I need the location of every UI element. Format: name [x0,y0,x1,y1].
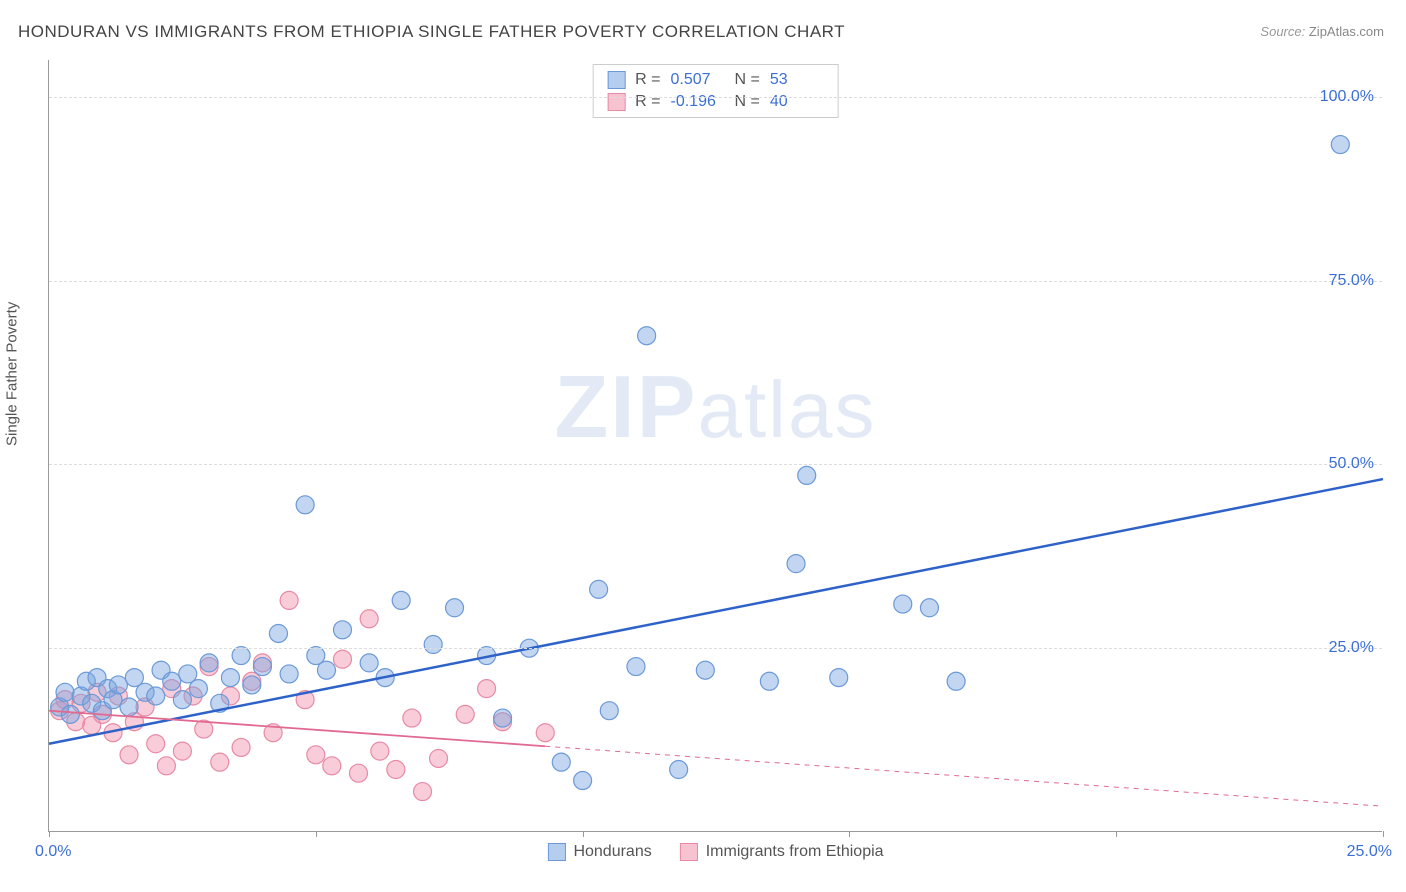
data-point [574,772,592,790]
data-point [56,683,74,701]
data-point [403,709,421,727]
data-point [552,753,570,771]
y-tick-label: 75.0% [1329,272,1374,290]
data-point [307,746,325,764]
x-tick-first: 0.0% [35,843,71,861]
data-point [61,705,79,723]
x-tick [849,831,850,837]
data-point [120,698,138,716]
legend-swatch-pink-icon [680,843,698,861]
data-point [670,761,688,779]
data-point [221,669,239,687]
chart-title: HONDURAN VS IMMIGRANTS FROM ETHIOPIA SIN… [18,22,845,42]
data-point [696,661,714,679]
data-point [478,680,496,698]
data-point [536,724,554,742]
data-point [173,691,191,709]
data-point [269,624,287,642]
data-point [120,746,138,764]
x-tick [316,831,317,837]
data-point [317,661,335,679]
data-point [147,735,165,753]
data-point [920,599,938,617]
plot-area: ZIPatlas R = 0.507 N = 53 R = -0.196 N =… [48,60,1382,832]
data-point [894,595,912,613]
trend-line [545,746,1383,806]
x-tick [49,831,50,837]
x-tick [1116,831,1117,837]
gridline-h [49,464,1382,465]
source-attribution: Source: ZipAtlas.com [1260,24,1384,39]
scatter-svg [49,60,1382,831]
data-point [280,665,298,683]
source-value: ZipAtlas.com [1309,24,1384,39]
data-point [360,610,378,628]
data-point [333,621,351,639]
data-point [232,738,250,756]
data-point [387,761,405,779]
data-point [200,654,218,672]
legend-label-2: Immigrants from Ethiopia [706,843,884,861]
y-axis-label: Single Father Poverty [4,302,21,446]
x-tick [1383,831,1384,837]
data-point [947,672,965,690]
data-point [430,749,448,767]
data-point [323,757,341,775]
data-point [109,676,127,694]
data-point [211,753,229,771]
y-tick-label: 100.0% [1320,88,1374,106]
data-point [333,650,351,668]
data-point [232,647,250,665]
y-tick-label: 50.0% [1329,455,1374,473]
data-point [627,658,645,676]
data-point [280,591,298,609]
data-point [787,555,805,573]
data-point [600,702,618,720]
data-point [798,466,816,484]
data-point [349,764,367,782]
legend-item-1: Hondurans [547,843,651,861]
data-point [830,669,848,687]
data-point [360,654,378,672]
data-point [760,672,778,690]
data-point [456,705,474,723]
legend-item-2: Immigrants from Ethiopia [680,843,884,861]
data-point [638,327,656,345]
data-point [392,591,410,609]
legend-bottom: Hondurans Immigrants from Ethiopia [547,843,883,861]
legend-label-1: Hondurans [573,843,651,861]
data-point [189,680,207,698]
x-tick-last: 25.0% [1347,843,1392,861]
y-tick-label: 25.0% [1329,639,1374,657]
data-point [371,742,389,760]
source-label: Source: [1260,24,1305,39]
data-point [157,757,175,775]
data-point [147,687,165,705]
x-tick [583,831,584,837]
gridline-h [49,281,1382,282]
legend-swatch-blue-icon [547,843,565,861]
trend-line [49,479,1383,744]
data-point [243,676,261,694]
gridline-h [49,648,1382,649]
data-point [446,599,464,617]
data-point [590,580,608,598]
data-point [163,672,181,690]
gridline-h [49,97,1382,98]
data-point [494,709,512,727]
data-point [173,742,191,760]
data-point [1331,136,1349,154]
data-point [414,783,432,801]
data-point [296,496,314,514]
data-point [253,658,271,676]
data-point [424,636,442,654]
